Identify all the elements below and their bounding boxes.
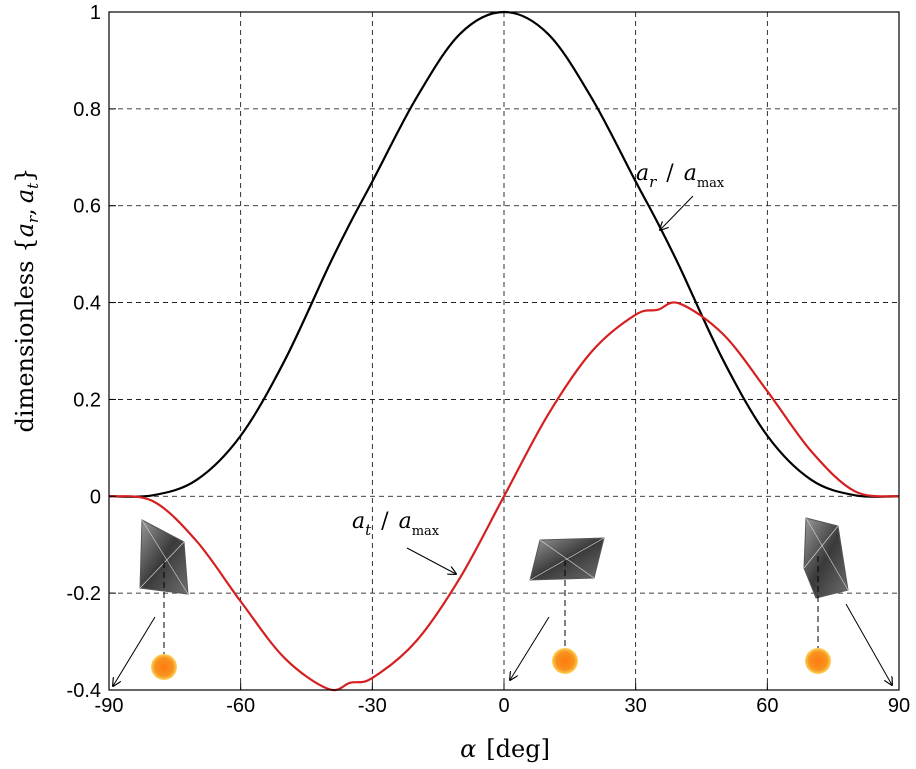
solar-sail-right-icon [803,517,849,650]
ann-ar-var: a [636,161,649,186]
y-axis-sep: , [11,208,39,216]
ann-ar-den-sub: max [697,176,725,191]
x-tick-label: 0 [498,695,509,717]
ann-ar-slash: / [666,161,674,186]
annotation-at-arrow [406,547,456,574]
x-axis-symbol: α [460,735,476,763]
grid [109,12,899,690]
x-tick-label: -90 [95,695,124,717]
y-tick-label: 1 [90,2,101,24]
x-axis-label: α [deg] [460,735,550,763]
ann-at-slash: / [381,509,389,534]
light-arrow-center [510,616,550,680]
light-arrow-left [113,616,156,686]
ann-ar-sub: r [649,173,657,191]
x-tick-label: -30 [358,695,387,717]
y-tick-label: 0.4 [73,293,101,315]
x-axis-unit: [deg] [486,735,550,763]
y-axis-var-a2: a [11,189,39,203]
sun-right-icon [805,648,831,674]
y-axis-text: dimensionless [11,261,39,433]
y-axis-brace-open: { [11,237,39,252]
ann-at-den-sub: max [412,524,440,539]
y-axis-sub-t: t [24,182,42,189]
series-at-line [108,301,900,692]
y-axis-brace-close: } [11,168,39,183]
y-tick-label: -0.4 [67,680,101,702]
x-tick-label: 60 [756,695,778,717]
ann-at-den: a [399,509,412,534]
x-tick-label: 90 [888,695,910,717]
ann-ar-den: a [684,161,697,186]
y-tick-label: 0.2 [73,389,101,411]
ann-at-var: a [352,509,365,534]
y-axis-var-a1: a [11,223,39,237]
y-axis-sub-r: r [24,215,42,223]
y-tick-label: 0.6 [73,196,101,218]
y-tick-label: 0 [90,486,101,508]
sun-center-icon [552,648,578,674]
y-tick-label: -0.2 [67,583,101,605]
annotation-at-amax: at / amax [352,509,440,539]
solar-sail-center-icon [529,537,605,650]
sun-left-icon [151,654,177,680]
light-arrow-right [845,603,892,685]
ann-at-sub: t [365,521,372,539]
annotation-ar-amax: ar / amax [636,161,725,191]
solar-sail-left-icon [139,519,189,658]
x-tick-label: 30 [625,695,647,717]
x-tick-label: -60 [226,695,255,717]
y-tick-label: 0.8 [73,99,101,121]
tick-labels: -90 -60 -30 0 30 60 90 -0.4 -0.2 0 0.2 0.4 0.6 0.8 1 [67,2,911,717]
annotation-ar-arrow [660,195,694,230]
y-axis-label: dimensionless{ar,at} [11,168,42,433]
